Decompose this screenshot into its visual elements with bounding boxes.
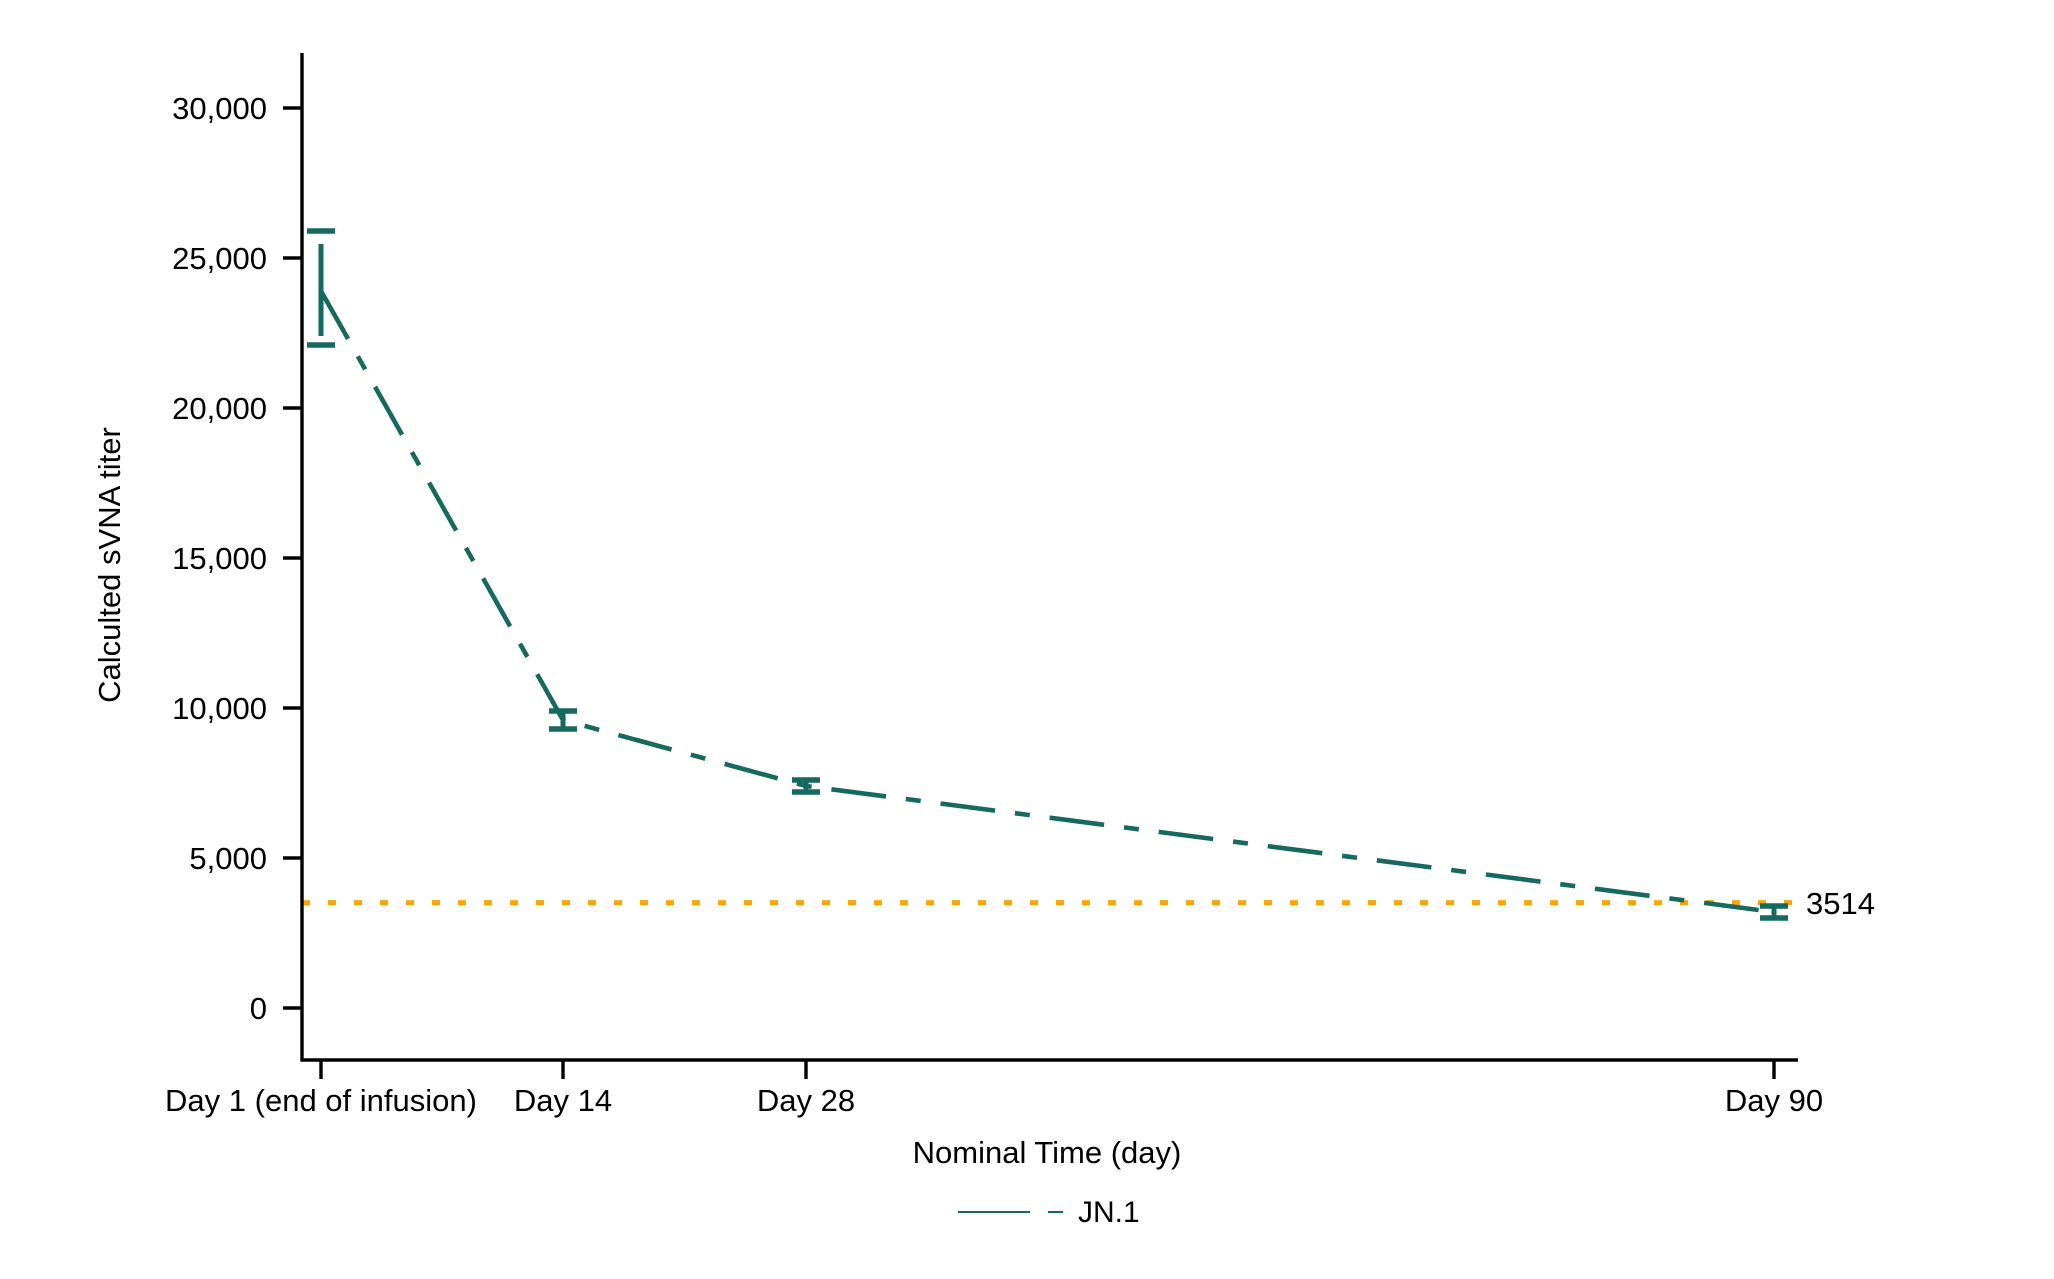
y-tick-label: 20,000	[172, 391, 267, 426]
x-tick-label: Day 28	[757, 1083, 855, 1118]
y-tick-label: 10,000	[172, 691, 267, 726]
y-tick-label: 15,000	[172, 541, 267, 576]
x-tick-label: Day 1 (end of infusion)	[165, 1083, 477, 1118]
x-tick-label: Day 90	[1725, 1083, 1823, 1118]
legend-label: JN.1	[1078, 1196, 1140, 1229]
series-line	[318, 289, 1775, 915]
y-tick-label: 0	[250, 991, 267, 1026]
x-tick-label: Day 14	[514, 1083, 612, 1118]
y-tick-label: 5,000	[189, 841, 267, 876]
x-axis-title: Nominal Time (day)	[912, 1135, 1182, 1170]
y-tick-label: 25,000	[172, 241, 267, 276]
y-axis-title: Calculted sVNA titer	[92, 427, 127, 703]
y-tick-label: 30,000	[172, 91, 267, 126]
reference-line-label: 3514	[1806, 886, 1875, 921]
